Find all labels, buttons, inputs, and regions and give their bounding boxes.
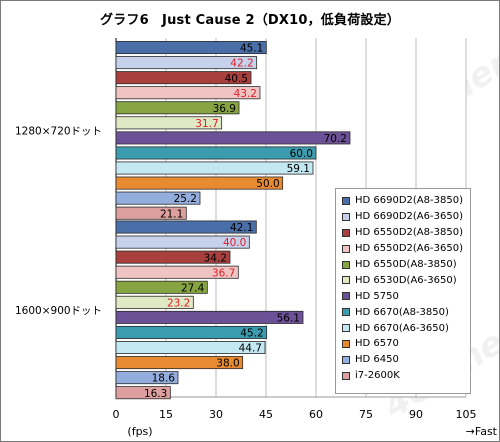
data-label: 31.7 <box>195 118 218 130</box>
bar <box>115 250 231 264</box>
legend-item: HD 6530D(A6-3650) <box>342 272 470 288</box>
bar <box>115 280 208 294</box>
bar <box>115 206 187 220</box>
bar <box>115 220 257 234</box>
bar <box>115 341 266 355</box>
data-label: 56.1 <box>277 312 300 324</box>
data-label: 34.2 <box>204 252 227 264</box>
legend-label: HD 6550D2(A6-3650) <box>355 243 463 255</box>
legend-swatch <box>342 324 350 333</box>
data-label: 21.1 <box>160 208 183 220</box>
data-label: 38.0 <box>216 358 239 370</box>
data-label: 45.1 <box>240 43 263 55</box>
x-direction-label: →Fast <box>466 425 498 438</box>
data-label: 60.0 <box>290 148 313 160</box>
data-label: 23.2 <box>167 297 190 309</box>
legend-swatch <box>342 244 350 253</box>
legend-item: HD 6670(A8-3850) <box>342 304 470 320</box>
legend-item: HD 5750 <box>342 288 470 304</box>
legend-item: HD 6550D2(A6-3650) <box>342 241 470 257</box>
bar <box>115 356 244 370</box>
data-label: 42.2 <box>230 58 253 70</box>
legend-swatch <box>342 339 350 348</box>
legend-item: HD 6550D2(A8-3850) <box>342 225 470 241</box>
data-label: 70.2 <box>324 133 347 145</box>
legend-item: HD 6570 <box>342 336 470 352</box>
legend-item: HD 6690D2(A8-3850) <box>342 193 470 209</box>
legend-swatch <box>342 292 350 301</box>
legend-label: HD 6450 <box>355 354 399 366</box>
bar <box>115 310 304 324</box>
data-label: 18.6 <box>152 373 176 385</box>
legend-label: HD 6570 <box>355 338 399 350</box>
bar <box>115 265 239 279</box>
data-label: 27.4 <box>181 282 205 294</box>
legend-swatch <box>342 228 350 237</box>
x-axis-label: (fps) <box>127 425 152 438</box>
x-tick-label: 90 <box>409 408 423 421</box>
legend-label: HD 6690D2(A6-3650) <box>355 211 463 223</box>
bar <box>115 101 240 115</box>
data-label: 45.2 <box>240 328 263 340</box>
x-tick-label: 45 <box>259 408 273 421</box>
legend-item: HD 6550D(A8-3850) <box>342 257 470 273</box>
legend-swatch <box>342 355 350 364</box>
legend-label: HD 6530D(A6-3650) <box>355 274 457 286</box>
legend-swatch <box>342 196 350 205</box>
legend-item: HD 6670(A6-3650) <box>342 320 470 336</box>
data-label: 43.2 <box>234 88 257 100</box>
bar <box>115 161 314 175</box>
bar <box>115 116 223 130</box>
legend-label: HD 6690D2(A8-3850) <box>355 195 463 207</box>
legend-swatch <box>342 308 350 317</box>
chart-title: グラフ6 Just Cause 2（DX10，低負荷設定） <box>99 13 400 28</box>
data-label: 59.1 <box>287 163 310 175</box>
bar <box>115 41 267 55</box>
bar <box>115 176 284 190</box>
legend-swatch <box>342 276 350 285</box>
data-label: 36.7 <box>212 267 235 279</box>
bar <box>115 56 258 70</box>
x-tick-label: 0 <box>113 408 120 421</box>
bar <box>115 386 171 400</box>
legend: HD 6690D2(A8-3850) HD 6690D2(A6-3650) HD 6… <box>335 188 471 394</box>
legend-label: HD 6550D2(A8-3850) <box>355 227 463 239</box>
data-label: 44.7 <box>239 343 262 355</box>
bar <box>115 191 201 205</box>
legend-label: HD 6670(A6-3650) <box>355 322 449 334</box>
bar <box>115 371 179 385</box>
bar <box>115 131 351 145</box>
legend-label: HD 6550D(A8-3850) <box>355 259 457 270</box>
data-label: 50.0 <box>256 178 279 190</box>
legend-item: HD 6690D2(A6-3650) <box>342 209 470 225</box>
x-tick-label: 105 <box>456 408 477 421</box>
legend-label: i7-2600K <box>355 370 400 382</box>
x-tick-label: 30 <box>209 408 223 421</box>
bar <box>115 325 268 339</box>
legend-swatch <box>342 371 350 380</box>
data-label: 25.2 <box>174 193 197 205</box>
legend-item: i7-2600K <box>342 368 470 384</box>
legend-swatch <box>342 260 350 269</box>
category-label: 1600×900ドット <box>15 305 102 317</box>
data-label: 40.5 <box>225 73 248 85</box>
data-label: 42.1 <box>230 222 253 234</box>
data-label: 16.3 <box>144 388 167 400</box>
legend-label: HD 5750 <box>355 290 399 302</box>
bar <box>115 235 250 249</box>
bar <box>115 86 261 100</box>
x-tick-label: 60 <box>309 408 323 421</box>
x-tick-label: 15 <box>159 408 173 421</box>
data-label: 36.9 <box>213 103 236 115</box>
legend-label: HD 6670(A8-3850) <box>355 306 449 318</box>
x-tick-label: 75 <box>359 408 373 421</box>
bar <box>115 71 252 85</box>
bar <box>115 295 194 309</box>
legend-item: HD 6450 <box>342 352 470 368</box>
data-label: 40.0 <box>223 237 246 249</box>
bar <box>115 146 317 160</box>
legend-swatch <box>342 212 350 221</box>
category-label: 1280×720ドット <box>15 125 102 137</box>
